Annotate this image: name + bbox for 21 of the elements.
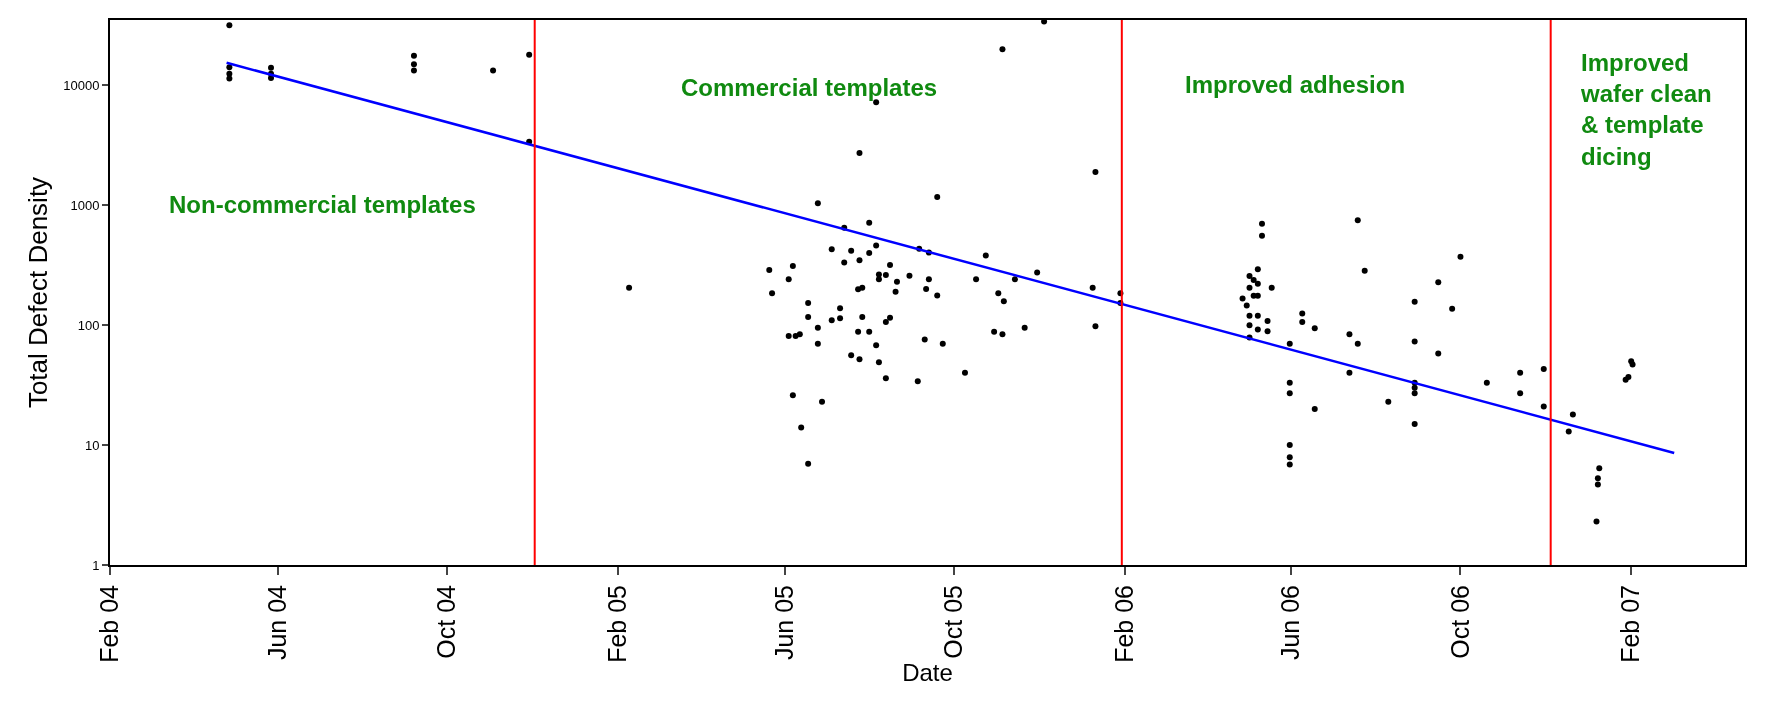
y-tick-label: 10 — [84, 437, 100, 453]
x-tick-label: Jun 06 — [1276, 585, 1305, 661]
annotation: Commercial templates — [681, 74, 938, 101]
x-tick-label: Feb 07 — [1616, 585, 1645, 663]
x-tick-label: Jun 04 — [263, 584, 292, 661]
annotation: Improved wafer clean & template dicing — [1580, 49, 1712, 170]
x-axis-title: Date — [902, 658, 953, 686]
annotation: Improved adhesion — [1185, 71, 1406, 98]
y-tick-label: 10000 — [63, 77, 100, 93]
x-tick-label: Oct 04 — [432, 584, 461, 659]
annotation: Non-commercial templates — [169, 191, 476, 218]
x-tick-label: Jun 05 — [769, 585, 798, 661]
x-tick-label: Feb 05 — [603, 585, 632, 663]
y-tick-label: 100 — [77, 317, 100, 333]
y-axis-title: Total Defect Density — [23, 176, 54, 409]
x-tick-label: Oct 06 — [1445, 585, 1474, 659]
x-tick-label: Feb 04 — [95, 584, 124, 663]
y-tick-label: 1 — [92, 557, 100, 573]
y-tick-label: 1000 — [70, 197, 100, 213]
x-tick-label: Oct 05 — [938, 585, 967, 659]
x-tick-label: Feb 06 — [1109, 585, 1138, 663]
